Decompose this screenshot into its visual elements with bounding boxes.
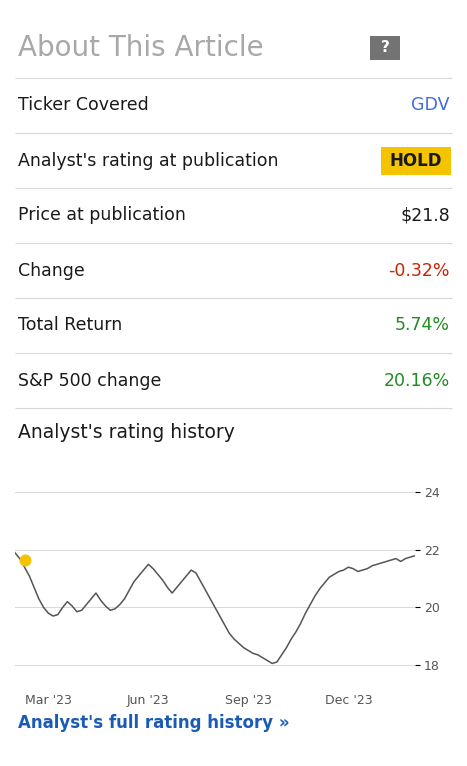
FancyBboxPatch shape	[370, 36, 400, 60]
Text: -0.32%: -0.32%	[389, 261, 450, 280]
Text: Change: Change	[18, 261, 85, 280]
Text: Analyst's rating at publication: Analyst's rating at publication	[18, 152, 278, 169]
Text: Ticker Covered: Ticker Covered	[18, 97, 149, 114]
FancyBboxPatch shape	[381, 146, 451, 175]
Text: GDV: GDV	[411, 97, 450, 114]
Text: 20.16%: 20.16%	[384, 372, 450, 389]
Text: 5.74%: 5.74%	[395, 316, 450, 335]
Text: Price at publication: Price at publication	[18, 207, 186, 224]
Text: Analyst's rating history: Analyst's rating history	[18, 424, 235, 443]
Text: HOLD: HOLD	[390, 152, 442, 169]
Text: Analyst's full rating history »: Analyst's full rating history »	[18, 714, 290, 732]
Point	[21, 554, 29, 566]
Text: ?: ?	[381, 41, 389, 55]
Text: About This Article: About This Article	[18, 34, 264, 62]
Text: S&P 500 change: S&P 500 change	[18, 372, 162, 389]
Text: Total Return: Total Return	[18, 316, 122, 335]
Text: $21.8: $21.8	[400, 207, 450, 224]
